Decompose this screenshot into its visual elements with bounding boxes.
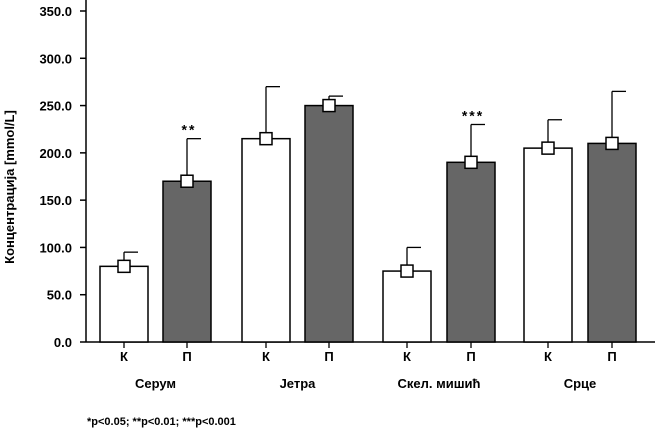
y-tick-label: 300.0	[39, 51, 72, 66]
bar-П	[446, 161, 496, 343]
y-tick-label: 50.0	[47, 288, 72, 303]
bar-К	[99, 265, 149, 343]
mean-marker	[541, 141, 555, 155]
x-tick-label-П: П	[324, 349, 333, 364]
significance-footnote: *p<0.05; **p<0.01; ***p<0.001	[87, 416, 236, 428]
y-tick-label: 100.0	[39, 240, 72, 255]
group-label: Скел. мишић	[398, 376, 481, 391]
significance-marker: ***	[462, 107, 484, 123]
x-tick-label-П: П	[182, 349, 191, 364]
x-tick-label-К: К	[262, 349, 270, 364]
mean-marker	[117, 259, 131, 274]
x-tick-label-К: К	[544, 349, 552, 364]
mean-marker	[322, 98, 336, 113]
group-label: Јетра	[280, 376, 317, 391]
y-axis-label: Концентрација [mmol/L]	[2, 110, 17, 264]
x-tick-label-П: П	[607, 349, 616, 364]
y-tick-label: 0.0	[54, 335, 72, 350]
bar-К	[382, 270, 432, 343]
y-tick-label: 200.0	[39, 146, 72, 161]
mean-marker	[464, 155, 478, 170]
bar-П	[587, 142, 637, 343]
x-tick-label-К: К	[403, 349, 411, 364]
y-tick-label: 350.0	[39, 4, 72, 19]
mean-marker	[400, 264, 414, 278]
mean-marker	[180, 174, 194, 188]
y-tick-label: 150.0	[39, 193, 72, 208]
mean-marker	[605, 136, 619, 151]
group-label: Срце	[564, 376, 597, 391]
bar-К	[523, 147, 573, 343]
significance-marker: **	[182, 122, 197, 138]
bar-П	[162, 180, 212, 343]
y-tick-label: 250.0	[39, 99, 72, 114]
x-tick-label-К: К	[120, 349, 128, 364]
bars	[99, 86, 637, 343]
group-label: Серум	[135, 376, 176, 391]
mean-marker	[259, 131, 273, 146]
bar-К	[241, 137, 291, 343]
bar-П	[304, 104, 354, 343]
x-tick-label-П: П	[466, 349, 475, 364]
